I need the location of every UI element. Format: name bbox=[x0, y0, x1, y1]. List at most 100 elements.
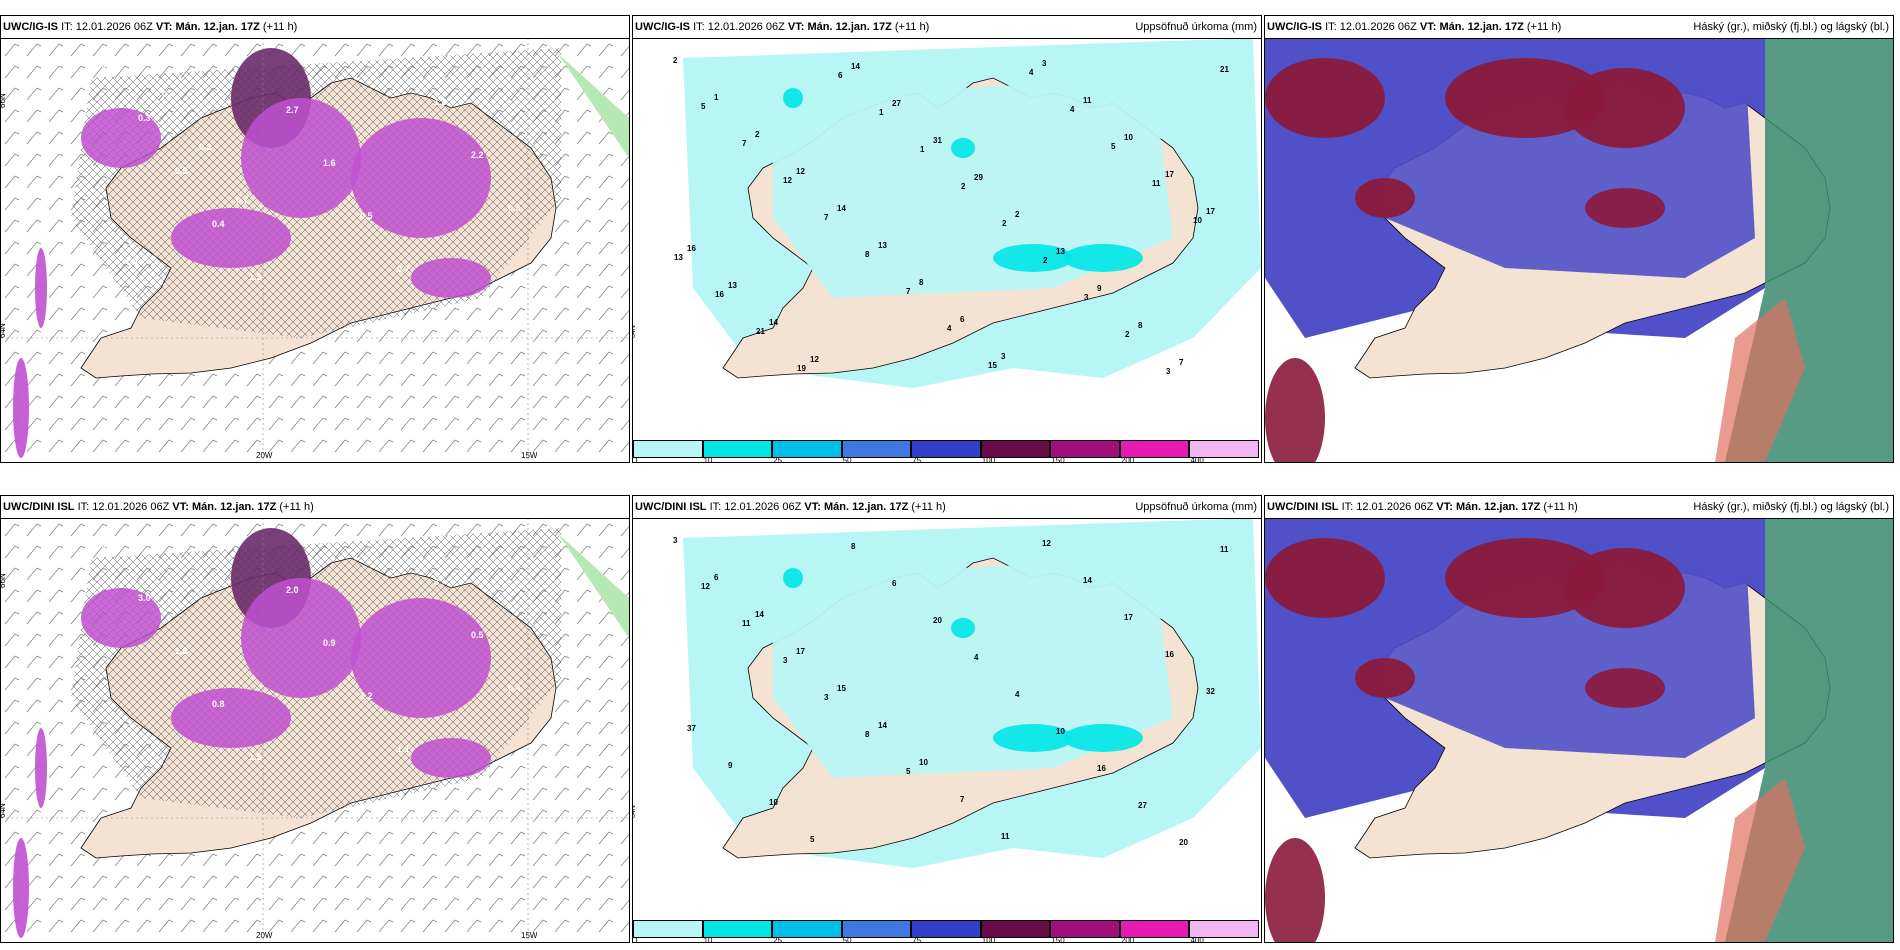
high-cloud-south bbox=[1715, 298, 1805, 462]
forecast-step: (+11 h) bbox=[1543, 501, 1578, 513]
colorbar-segment bbox=[911, 440, 981, 458]
precip-value: 7 bbox=[906, 287, 911, 296]
precip-value: 5 bbox=[1111, 142, 1116, 151]
colorbar-label: 1 bbox=[634, 936, 639, 943]
precip-value: 3 bbox=[1042, 59, 1047, 68]
panel-field-title: Uppsöfnuð úrkoma (mm) bbox=[1135, 501, 1257, 513]
precip-value: 6 bbox=[960, 315, 965, 324]
snow-value: 3.0 bbox=[138, 593, 151, 603]
colorbar-label: 50 bbox=[842, 456, 852, 463]
map-panel-2: UWC/IG-IS IT: 12.01.2026 06Z VT: Mán. 12… bbox=[632, 15, 1262, 463]
map-panel-6: UWC/DINI ISL IT: 12.01.2026 06Z VT: Mán.… bbox=[1264, 495, 1894, 943]
snow-value: 1.3 bbox=[434, 97, 447, 107]
label-15w: 15W bbox=[521, 451, 538, 460]
colorbar-label: 25 bbox=[773, 936, 783, 943]
colorbar-segment bbox=[1189, 440, 1259, 458]
colorbar-segment bbox=[980, 440, 1051, 458]
valid-time: Mán. 12.jan. 17Z bbox=[191, 501, 277, 513]
colorbar-label: 1 bbox=[634, 456, 639, 463]
it-label: IT: bbox=[693, 21, 705, 33]
colorbar-label: 10 bbox=[703, 936, 713, 943]
precip-value: 21 bbox=[756, 327, 765, 336]
map-panel-1: UWC/IG-IS IT: 12.01.2026 06Z VT: Mán. 12… bbox=[0, 15, 630, 463]
snow-value: 0.8 bbox=[212, 699, 225, 709]
precip-value: 16 bbox=[1097, 764, 1106, 773]
valid-time: Mán. 12.jan. 17Z bbox=[823, 501, 909, 513]
precip-value: 14 bbox=[769, 318, 778, 327]
colorbar-label: 400 bbox=[1190, 936, 1204, 943]
colorbar-segment bbox=[633, 920, 703, 938]
precip-value: 14 bbox=[878, 721, 887, 730]
snow-value: 0.4 bbox=[101, 60, 114, 70]
precip-value: 11 bbox=[1220, 545, 1229, 554]
init-time: 12.01.2026 06Z bbox=[724, 501, 802, 513]
map-panel-3: UWC/IG-IS IT: 12.01.2026 06Z VT: Mán. 12… bbox=[1264, 15, 1894, 463]
precip-value: 29 bbox=[974, 173, 983, 182]
high-cloud-south bbox=[1715, 778, 1805, 942]
precip-value: 9 bbox=[1097, 284, 1102, 293]
label-64n: 64N bbox=[633, 805, 637, 818]
forecast-step: (+11 h) bbox=[279, 501, 314, 513]
valid-time: Mán. 12.jan. 17Z bbox=[1455, 501, 1541, 513]
map-canvas: 64N3614171514107111214171632379105862044… bbox=[633, 518, 1261, 942]
precip-value: 10 bbox=[1124, 133, 1133, 142]
precip-value: 8 bbox=[919, 278, 924, 287]
precip-value: 2 bbox=[755, 130, 760, 139]
precip-value: 3 bbox=[1001, 352, 1006, 361]
colorbar-segment bbox=[1050, 920, 1120, 938]
vt-label: VT: bbox=[172, 501, 189, 513]
snow-value: 1.6 bbox=[323, 158, 336, 168]
precip-value: 13 bbox=[1056, 247, 1065, 256]
colorbar-segment bbox=[1119, 440, 1190, 458]
precip-value: 19 bbox=[797, 364, 806, 373]
snow-value: 0.4 bbox=[162, 89, 175, 99]
colorbar-label: 200 bbox=[1120, 456, 1135, 463]
precip-value: 7 bbox=[824, 213, 829, 222]
precip-value: 2 bbox=[1043, 256, 1048, 265]
precip-value: 12 bbox=[783, 176, 792, 185]
label-15w: 15W bbox=[521, 931, 538, 940]
map-panel-4: UWC/DINI ISL IT: 12.01.2026 06Z VT: Mán.… bbox=[0, 495, 630, 943]
map-canvas: 64N2121214138633111017171613141214273129… bbox=[633, 38, 1261, 462]
forecast-step: (+11 h) bbox=[911, 501, 946, 513]
precip-value: 5 bbox=[701, 102, 706, 111]
snow-value: 0.3 bbox=[138, 113, 151, 123]
precip-value: 17 bbox=[1206, 207, 1215, 216]
map-canvas: 20W 15W 66N 64N 0.3 3.0 1.8 0.8 1.5 2.0 0.9 1.2 1.1 3… bbox=[1, 518, 629, 942]
forecast-step: (+11 h) bbox=[262, 21, 298, 33]
precip-value: 8 bbox=[1138, 321, 1143, 330]
precip-value: 27 bbox=[1138, 801, 1147, 810]
precip-value: 32 bbox=[1206, 687, 1215, 696]
colorbar-label: 10 bbox=[703, 456, 713, 463]
precip-value: 6 bbox=[892, 579, 897, 588]
it-label: IT: bbox=[61, 21, 73, 33]
colorbar-segment bbox=[702, 920, 773, 938]
colorbar-label: 100 bbox=[981, 936, 996, 943]
precip-value: 1 bbox=[714, 93, 719, 102]
colorbar-segment bbox=[772, 440, 842, 458]
precip-over-land bbox=[773, 558, 1173, 778]
map-canvas: 20W 15W 66N 64N 0.4 0.3 0.5 0.4 1.3 2.7 1.6 0.5 0.7 1… bbox=[1, 38, 629, 462]
colorbar-label: 200 bbox=[1120, 936, 1135, 943]
snow-value: 0.5 bbox=[360, 211, 373, 221]
precip-value: 12 bbox=[796, 167, 805, 176]
panel-header: UWC/DINI ISL IT: 12.01.2026 06Z VT: Mán.… bbox=[1, 496, 629, 519]
vt-label: VT: bbox=[804, 501, 821, 513]
precip-value: 6 bbox=[714, 573, 719, 582]
map-canvas bbox=[1265, 38, 1893, 462]
precip-value: 17 bbox=[1165, 170, 1174, 179]
label-64n: 64N bbox=[1, 803, 7, 818]
snow-value: 1.3 bbox=[249, 272, 262, 282]
label-64n: 64N bbox=[633, 325, 637, 338]
precip-value: 10 bbox=[919, 758, 928, 767]
precip-value: 14 bbox=[1083, 576, 1092, 585]
precip-value: 13 bbox=[728, 281, 737, 290]
valid-time: Mán. 12.jan. 17Z bbox=[1439, 21, 1524, 33]
precip-value: 1 bbox=[920, 145, 925, 154]
precip-value: 11 bbox=[1001, 832, 1010, 841]
snow-value: 0.4 bbox=[212, 219, 225, 229]
colorbar-label: 150 bbox=[1051, 936, 1065, 943]
init-time: 12.01.2026 06Z bbox=[1356, 501, 1434, 513]
label-20w: 20W bbox=[256, 931, 273, 940]
vt-label: VT: bbox=[155, 21, 173, 33]
